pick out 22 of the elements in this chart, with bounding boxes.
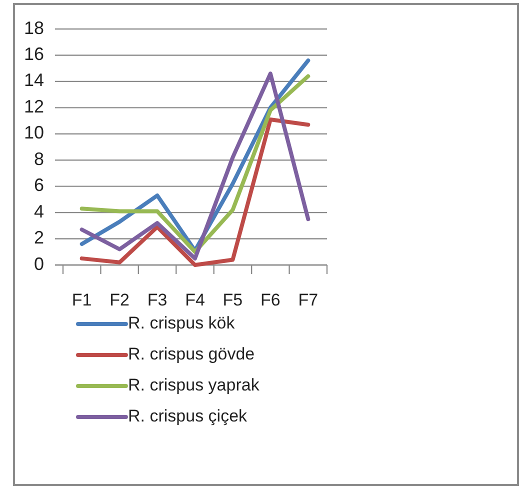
- y-tick-label: 18: [24, 18, 44, 38]
- x-tick-label: F4: [185, 290, 205, 310]
- line-series: [80, 117, 310, 267]
- legend-label: R. crispus kök: [128, 313, 236, 332]
- x-tick-label: F3: [147, 290, 168, 310]
- x-tick-label: F2: [110, 290, 130, 310]
- x-tick-label: F6: [260, 290, 280, 310]
- legend-label: R. crispus gövde: [128, 344, 255, 364]
- y-tick-label: 12: [24, 96, 44, 116]
- y-tick-label: 16: [24, 44, 44, 64]
- y-tick-label: 8: [34, 148, 44, 169]
- x-tick-label: F1: [72, 290, 92, 310]
- y-tick-label: 4: [34, 201, 44, 222]
- legend-label: R. crispus yaprak: [128, 375, 260, 394]
- y-tick-label: 14: [24, 70, 44, 90]
- y-tick-label: 10: [24, 122, 44, 143]
- x-tick-label: F5: [222, 290, 243, 310]
- y-tick-label: 6: [34, 175, 44, 196]
- legend-label: R. crispus çiçek: [128, 406, 248, 426]
- y-tick-label: 0: [34, 254, 44, 274]
- y-tick-label: 2: [34, 228, 44, 248]
- x-tick-label: F7: [298, 290, 318, 310]
